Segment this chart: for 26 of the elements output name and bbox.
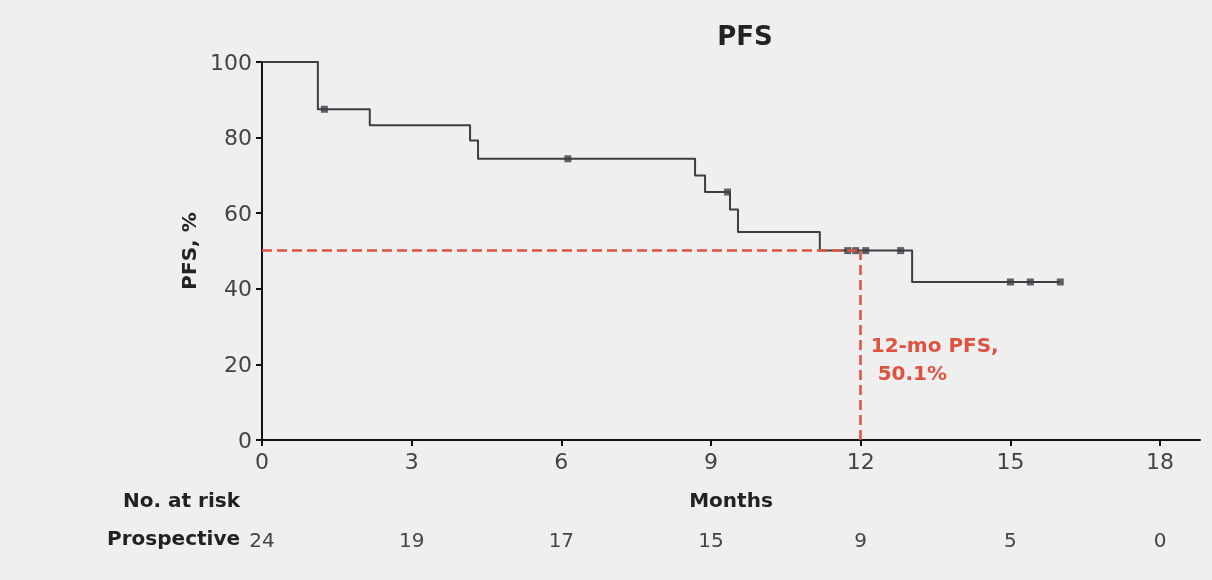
x-tick-label: 6 [554, 448, 569, 474]
y-tick-label: 80 [224, 125, 252, 151]
text: 9 [854, 528, 868, 552]
y-tick-label: 0 [238, 427, 252, 453]
text: 0 [1153, 528, 1167, 552]
x-tick-label: 15 [996, 448, 1025, 474]
text: 24 [249, 528, 275, 552]
annotation: 12-mo PFS, 50.1% [870, 332, 999, 385]
y-tick-label: 60 [224, 200, 252, 226]
x-tick-label: 18 [1146, 448, 1175, 474]
y-tick-label: 100 [210, 49, 252, 75]
x-tick-label: 9 [704, 448, 719, 474]
y-tick-label: 40 [224, 276, 252, 302]
x-tick-label: 0 [255, 448, 269, 474]
y-tick-label: 20 [224, 351, 252, 377]
chart-title: PFS [717, 21, 773, 51]
text: 17 [548, 528, 575, 552]
text: Prospective [107, 526, 240, 550]
x-axis-title: Months [689, 488, 773, 512]
text: 19 [398, 528, 425, 552]
text: 5 [1004, 528, 1017, 552]
text: 15 [698, 528, 724, 552]
x-tick-label: 3 [404, 448, 419, 474]
y-axis-title: PFS, % [177, 212, 202, 290]
x-tick-label: 12 [846, 448, 875, 474]
text: No. at risk [123, 488, 241, 512]
